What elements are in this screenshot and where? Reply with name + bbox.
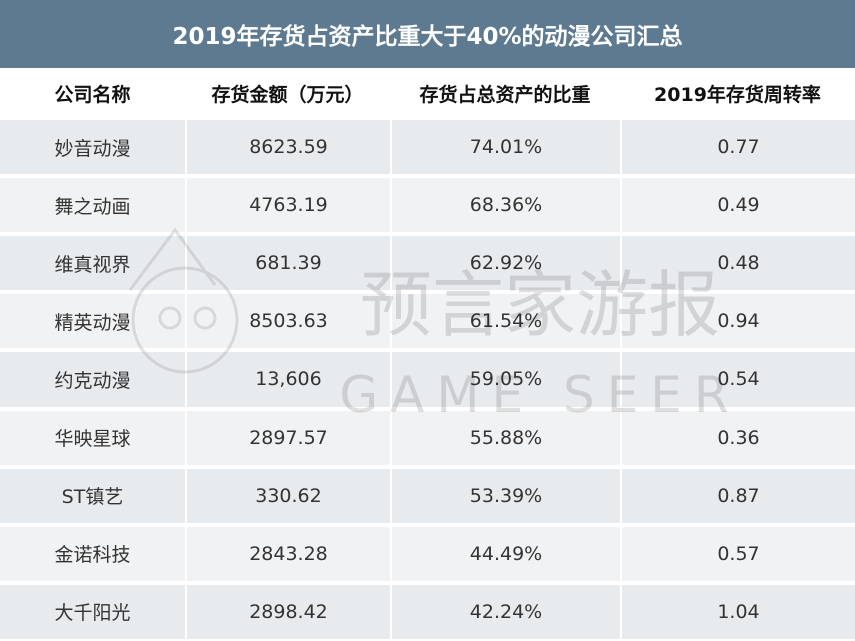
table-cell: 舞之动画 [0,178,185,233]
table-cell: 妙音动漫 [0,120,185,175]
column-header: 2019年存货周转率 [620,68,855,118]
table-cell: 维真视界 [0,236,185,291]
table-cell: 42.24% [392,584,620,639]
table-cell: 74.01% [392,120,620,175]
table-cell: 8623.59 [187,120,390,175]
column-header: 存货金额（万元） [185,68,390,118]
table-cell: 2897.57 [187,410,390,465]
table-cell: 44.49% [392,526,620,581]
table-cell: 59.05% [392,352,620,407]
table: 公司名称 存货金额（万元） 存货占总资产的比重 2019年存货周转率妙音动漫 8623.… [0,68,855,641]
column-header: 公司名称 [0,68,185,118]
table-cell: 精英动漫 [0,294,185,349]
table-cell: 0.36 [622,410,855,465]
table-cell: 华映星球 [0,410,185,465]
table-cell: 0.49 [622,178,855,233]
table-cell: 8503.63 [187,294,390,349]
title: 2019年存货占资产比重大于40%的动漫公司汇总 [0,0,855,68]
table-cell: 0.87 [622,468,855,523]
table-cell: 4763.19 [187,178,390,233]
table-cell: 61.54% [392,294,620,349]
table-cell: 大千阳光 [0,584,185,639]
table-cell: 2898.42 [187,584,390,639]
table-cell: ST镇艺 [0,468,185,523]
table-cell: 55.88% [392,410,620,465]
table-cell: 62.92% [392,236,620,291]
column-header: 存货占总资产的比重 [390,68,620,118]
table-cell: 1.04 [622,584,855,639]
table-cell: 0.48 [622,236,855,291]
table-cell: 约克动漫 [0,352,185,407]
table-cell: 681.39 [187,236,390,291]
table-cell: 0.94 [622,294,855,349]
table-cell: 0.77 [622,120,855,175]
table-cell: 68.36% [392,178,620,233]
table-cell: 2843.28 [187,526,390,581]
table-cell: 0.57 [622,526,855,581]
table-cell: 13,606 [187,352,390,407]
table-cell: 330.62 [187,468,390,523]
table-cell: 0.54 [622,352,855,407]
table-cell: 金诺科技 [0,526,185,581]
table-cell: 53.39% [392,468,620,523]
